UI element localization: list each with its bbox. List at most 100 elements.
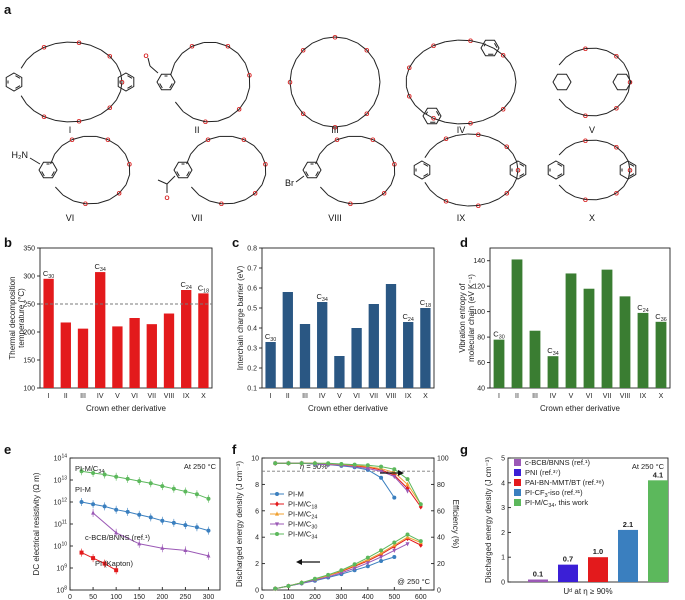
oxygen-atom: O — [76, 40, 81, 47]
data-point — [405, 534, 410, 539]
x-tick-label: I — [270, 393, 272, 400]
benzene-ring — [478, 35, 502, 61]
bond — [623, 63, 629, 73]
bond — [445, 39, 458, 43]
chart-e-resistivity: 108 109 1010 1011 1012 1013 1014 0 50 100 150 200 25… — [32, 454, 221, 600]
oxygen-atom: O — [476, 132, 481, 139]
data-point — [326, 461, 331, 466]
bar-annotation: C30 — [493, 330, 504, 341]
bar-X — [198, 293, 209, 388]
bond — [170, 63, 176, 76]
bond — [374, 192, 385, 201]
bond — [312, 120, 324, 126]
panel-label-c: c — [232, 235, 239, 250]
data-point — [102, 472, 107, 477]
legend-label: PNI (ref.³⁷) — [525, 468, 561, 477]
x-tick-label: IV — [319, 393, 326, 400]
y-tick-label: 3 — [501, 505, 505, 512]
x-tick-label: 300 — [336, 594, 348, 600]
data-point — [379, 475, 384, 480]
bond — [147, 57, 151, 67]
data-point — [183, 489, 188, 494]
y-axis-label: DC electrical resistivity (Ω m) — [32, 472, 41, 575]
data-point — [114, 507, 119, 512]
bond — [73, 200, 86, 205]
y-tick-label: 0.7 — [247, 266, 257, 273]
oxygen-atom: O — [431, 43, 436, 50]
bar-I — [493, 339, 505, 388]
x-tick-label: IX — [640, 393, 647, 400]
bond — [61, 139, 73, 147]
bond — [596, 139, 608, 143]
x-tick-label: VIII — [620, 393, 631, 400]
bar-V — [565, 273, 577, 388]
oxygen-atom: O — [431, 116, 436, 123]
bond — [238, 98, 247, 110]
bond — [29, 157, 41, 165]
x-tick-label: I — [498, 393, 500, 400]
oxygen-atom: O — [407, 94, 412, 101]
data-point — [339, 571, 344, 576]
molecule-label-IX: IX — [457, 213, 466, 223]
bond — [457, 39, 471, 42]
data-point — [392, 495, 397, 500]
x-axis-label: Crown ether derivative — [540, 404, 621, 413]
bond — [361, 135, 374, 141]
x-tick-label: VI — [586, 393, 593, 400]
data-point — [365, 466, 370, 472]
bond — [433, 117, 446, 123]
bond — [606, 142, 617, 148]
bar-annotation: C24 — [402, 312, 413, 323]
bar-I — [265, 342, 276, 388]
bond — [408, 96, 416, 106]
bond — [457, 122, 471, 125]
panel-label-b: b — [4, 235, 12, 250]
bond — [34, 110, 45, 118]
bond — [616, 146, 625, 154]
bond — [100, 107, 111, 115]
bond — [260, 153, 266, 165]
benzene-ring — [413, 160, 431, 180]
data-point — [137, 479, 142, 484]
bond — [405, 67, 410, 78]
bond — [456, 203, 468, 207]
bar-I — [43, 278, 54, 388]
bond — [125, 174, 131, 185]
data-point — [275, 532, 279, 536]
bond — [596, 47, 608, 52]
bond — [243, 139, 255, 147]
bond — [616, 55, 625, 64]
bar-annotation: C34 — [547, 346, 558, 357]
bond — [498, 192, 508, 200]
x-tick-label: V — [569, 393, 574, 400]
bond — [414, 51, 424, 60]
x-tick-label: IX — [405, 393, 412, 400]
oxygen-atom: O — [117, 191, 122, 198]
oxygen-atom: O — [76, 119, 81, 126]
series-line — [81, 552, 117, 571]
bar-annotation: C34 — [94, 262, 105, 273]
bond — [436, 138, 447, 145]
bond — [193, 117, 206, 123]
bond — [118, 184, 127, 194]
data-point — [137, 512, 142, 517]
bar-VIII — [163, 313, 175, 388]
y-axis-label: Thermal decomposition — [8, 276, 17, 359]
x-tick-label: VI — [131, 393, 138, 400]
oxygen-atom: O — [107, 54, 112, 61]
y-tick-label: 100 — [23, 386, 35, 393]
data-point — [275, 501, 279, 507]
data-point — [148, 481, 153, 486]
legend-swatch — [514, 499, 521, 506]
oxygen-atom: O — [335, 137, 340, 144]
plot-frame — [39, 247, 213, 389]
data-point — [183, 523, 188, 528]
y-tick-label: 60 — [477, 360, 485, 367]
data-point — [379, 558, 384, 563]
bar-V — [112, 326, 123, 388]
molecule-label-VII: VII — [191, 213, 202, 223]
bond — [326, 139, 338, 147]
